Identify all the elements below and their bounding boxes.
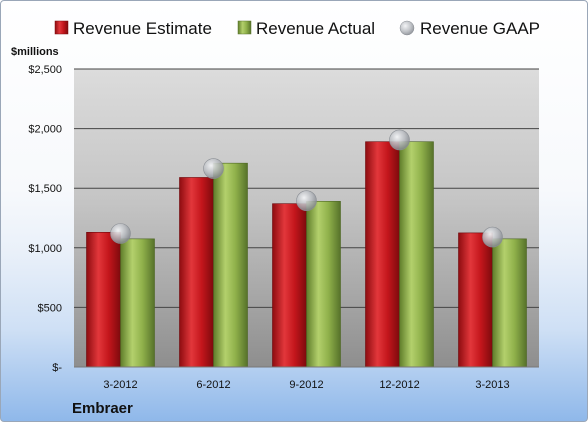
x-tick-label: 3-2013: [475, 379, 509, 391]
gaap-markers: [110, 129, 503, 248]
legend-label-estimate: Revenue Estimate: [73, 19, 212, 38]
bar-revenue-estimate: [272, 203, 307, 368]
y-axis-ticks: $- $500 $1,000 $1,500 $2,000 $2,500: [28, 64, 62, 374]
legend-swatch-actual: [237, 20, 252, 35]
legend-swatch-estimate: [54, 20, 69, 35]
bar-revenue-actual: [306, 201, 341, 368]
bars: [86, 141, 527, 368]
bar-revenue-actual: [399, 141, 434, 368]
legend-label-gaap: Revenue GAAP: [420, 19, 540, 38]
bar-revenue-estimate: [86, 232, 121, 368]
marker-revenue-gaap: [389, 129, 410, 151]
y-tick-label: $2,500: [28, 64, 62, 76]
marker-revenue-gaap: [110, 223, 131, 244]
y-tick-label: $500: [38, 302, 62, 314]
x-axis-ticks: 3-2012 6-2012 9-2012 12-2012 3-2013: [103, 379, 509, 391]
marker-revenue-gaap: [482, 226, 503, 248]
unit-label: $millions: [11, 46, 59, 58]
bar-revenue-estimate: [365, 141, 400, 368]
x-tick-label: 9-2012: [289, 379, 323, 391]
y-tick-label: $-: [52, 362, 62, 374]
y-tick-label: $1,500: [28, 183, 62, 195]
bar-revenue-actual: [213, 162, 248, 368]
company-name: Embraer: [72, 400, 133, 417]
x-tick-label: 6-2012: [196, 379, 230, 391]
marker-revenue-gaap: [203, 158, 224, 179]
bar-revenue-estimate: [458, 232, 493, 368]
x-tick-label: 3-2012: [103, 379, 137, 391]
legend: Revenue Estimate Revenue Actual Revenue …: [54, 19, 540, 38]
legend-swatch-gaap: [399, 20, 415, 36]
bar-revenue-estimate: [179, 177, 214, 368]
legend-label-actual: Revenue Actual: [256, 19, 375, 38]
marker-revenue-gaap: [296, 190, 317, 212]
bar-revenue-actual: [492, 238, 527, 368]
y-tick-label: $1,000: [28, 243, 62, 255]
x-tick-label: 12-2012: [379, 379, 419, 391]
y-tick-label: $2,000: [28, 124, 62, 136]
bar-revenue-actual: [120, 238, 155, 368]
